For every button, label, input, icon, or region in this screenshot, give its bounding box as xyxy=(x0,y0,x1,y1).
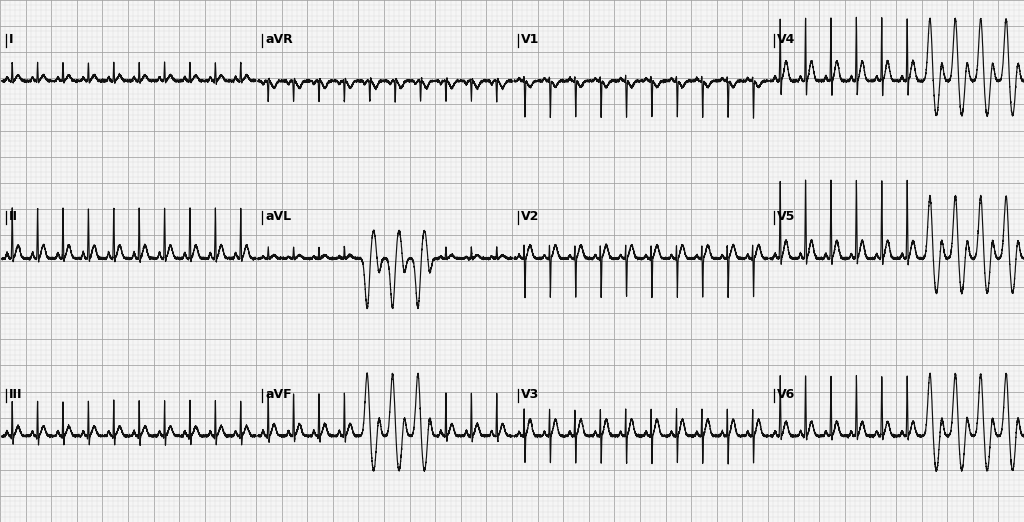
Text: V2: V2 xyxy=(521,210,540,223)
Text: aVR: aVR xyxy=(265,33,293,46)
Text: V5: V5 xyxy=(777,210,796,223)
Text: V6: V6 xyxy=(777,388,796,401)
Text: V1: V1 xyxy=(521,33,540,46)
Text: III: III xyxy=(9,388,23,401)
Text: II: II xyxy=(9,210,18,223)
Text: aVL: aVL xyxy=(265,210,292,223)
Text: V3: V3 xyxy=(521,388,540,401)
Text: V4: V4 xyxy=(777,33,796,46)
Text: I: I xyxy=(9,33,13,46)
Text: aVF: aVF xyxy=(265,388,292,401)
